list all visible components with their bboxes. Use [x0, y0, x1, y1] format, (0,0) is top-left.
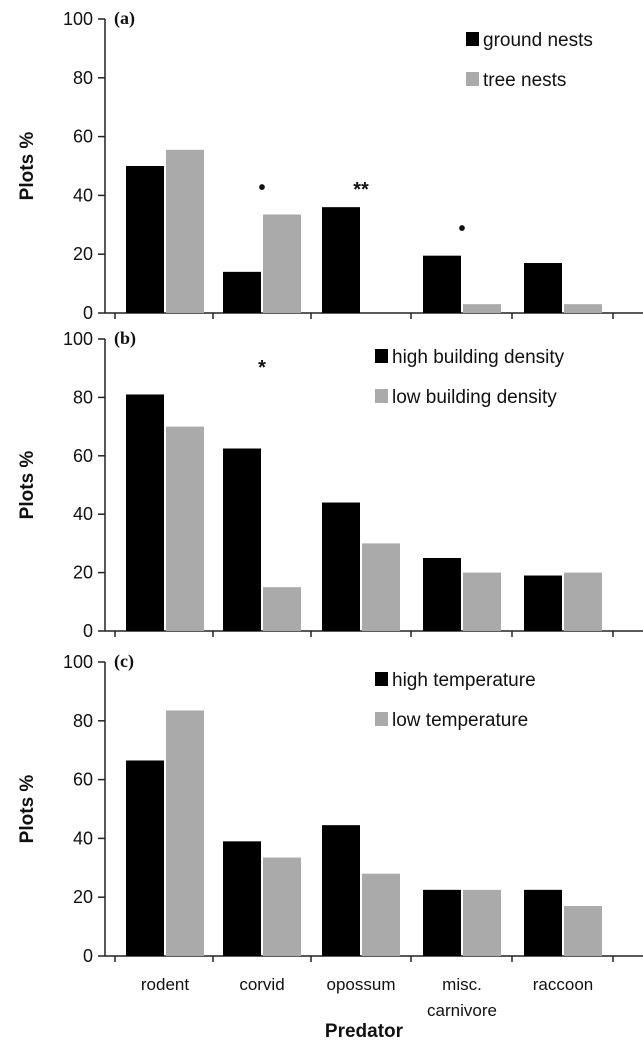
bar-secondary: [263, 587, 301, 631]
bar-secondary: [166, 710, 204, 956]
legend: high building density low building densit…: [375, 347, 565, 408]
bar-primary: [423, 558, 461, 631]
legend-swatch: [466, 32, 479, 46]
legend: ground nests tree nests: [466, 30, 593, 91]
legend-swatch: [466, 72, 479, 86]
y-tick-label: 40: [73, 504, 93, 524]
bar-primary: [322, 207, 360, 313]
y-axis-title: Plots %: [17, 451, 38, 520]
y-axis-title: Plots %: [17, 775, 38, 844]
significance-mark: •: [458, 218, 465, 240]
y-tick-label: 80: [73, 387, 93, 407]
bar-secondary: [166, 426, 204, 631]
bar-primary: [524, 575, 562, 631]
legend-label: tree nests: [483, 70, 566, 91]
panel-label: (a): [114, 8, 135, 29]
bar-primary: [322, 825, 360, 956]
bar-primary: [223, 271, 261, 313]
panel-label: (c): [114, 651, 134, 672]
y-axis-title: Plots %: [17, 132, 38, 201]
bar-primary: [126, 394, 164, 631]
bar-primary: [223, 841, 261, 956]
legend-swatch: [375, 389, 388, 403]
y-tick-label: 100: [63, 329, 93, 349]
bar-secondary: [463, 572, 501, 631]
bar-primary: [423, 255, 461, 313]
y-tick-label: 20: [73, 563, 93, 583]
y-tick-label: 80: [73, 68, 93, 88]
bar-primary: [524, 889, 562, 956]
panel-label: (b): [114, 328, 136, 349]
legend-swatch: [375, 672, 388, 686]
bar-secondary: [263, 857, 301, 956]
significance-mark: •: [258, 177, 265, 199]
bar-secondary: [263, 214, 301, 313]
legend-label: ground nests: [483, 30, 593, 51]
chart-panel-b: 0 20 40 60 80 100 Plots % (b) * high building den…: [17, 328, 643, 641]
bar-secondary: [463, 889, 501, 956]
y-tick-label: 40: [73, 185, 93, 205]
bar-primary: [126, 166, 164, 313]
legend-swatch: [375, 349, 388, 363]
y-tick-label: 60: [73, 770, 93, 790]
y-tick-label: 20: [73, 887, 93, 907]
bar-secondary: [564, 572, 602, 631]
x-category-label: opossum: [327, 975, 396, 994]
y-tick-label: 100: [63, 652, 93, 672]
x-category-label: misc. carnivore: [427, 975, 497, 1020]
x-axis-title: Predator: [325, 1021, 404, 1042]
bar-secondary: [463, 304, 501, 313]
legend-label: low temperature: [392, 710, 528, 731]
x-category-label: corvid: [239, 975, 284, 994]
y-tick-label: 20: [73, 244, 93, 264]
legend: high temperature low temperature: [375, 670, 536, 731]
chart-panel-a: 0 20 40 60 80 100 Plots % (a) • ** • ground nests tr…: [17, 8, 643, 323]
chart-panel-c: 0 20 40 60 80 100 Plots % (c) high temperature lo…: [17, 651, 643, 966]
bar-primary: [322, 502, 360, 631]
y-tick-label: 40: [73, 828, 93, 848]
y-tick-label: 0: [83, 946, 93, 966]
y-tick-label: 0: [83, 621, 93, 641]
legend-label: high temperature: [392, 670, 536, 691]
legend-swatch: [375, 712, 388, 726]
x-category-label: raccoon: [533, 975, 593, 994]
bar-primary: [423, 889, 461, 956]
bar-secondary: [362, 543, 400, 631]
bar-secondary: [564, 906, 602, 956]
significance-mark: *: [258, 357, 266, 379]
y-tick-label: 0: [83, 303, 93, 323]
bar-secondary: [362, 873, 400, 956]
y-tick-label: 60: [73, 446, 93, 466]
x-category-label: rodent: [141, 975, 189, 994]
y-tick-label: 60: [73, 127, 93, 147]
y-tick-label: 80: [73, 711, 93, 731]
y-tick-label: 100: [63, 9, 93, 29]
bar-secondary: [564, 304, 602, 313]
bar-primary: [524, 263, 562, 313]
legend-label: high building density: [392, 347, 565, 368]
significance-mark: **: [353, 179, 369, 201]
bar-primary: [126, 760, 164, 956]
bar-primary: [223, 448, 261, 631]
bar-secondary: [166, 149, 204, 313]
legend-label: low building density: [392, 387, 557, 408]
